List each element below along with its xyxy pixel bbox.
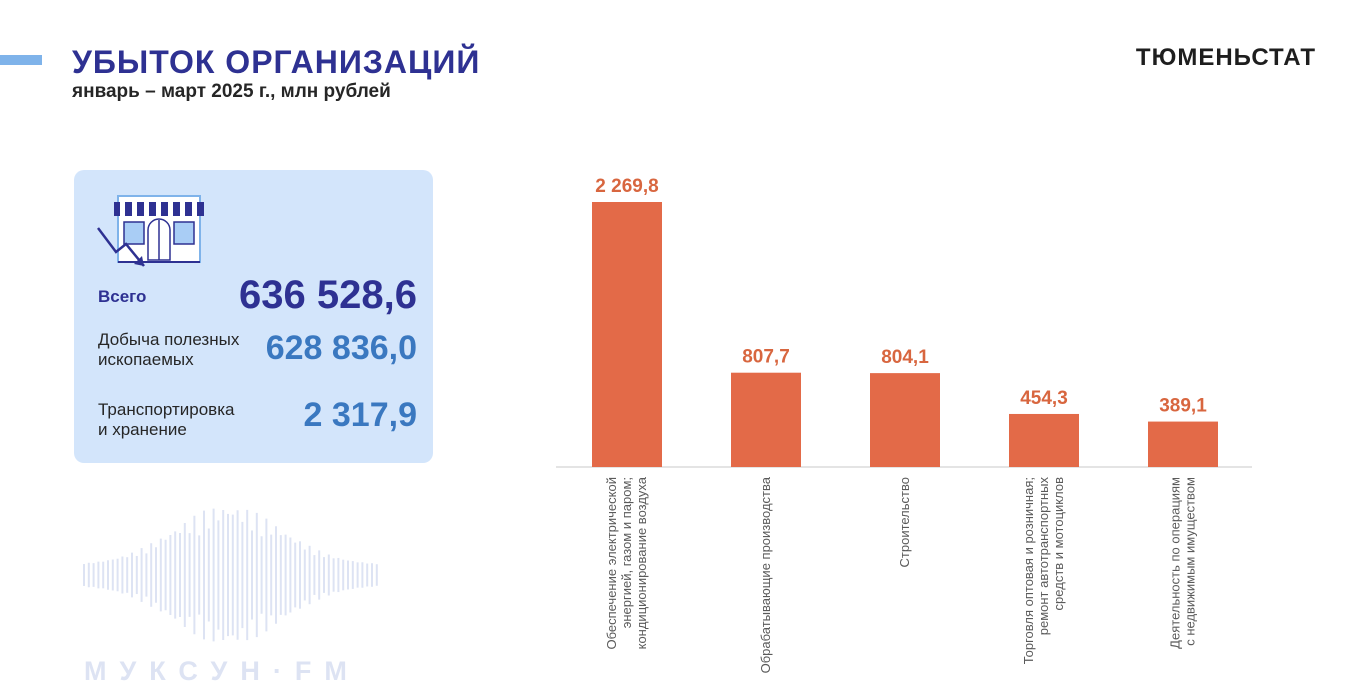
category-label-1-line-1: Обеспечение электрической [604, 477, 619, 650]
value-label-4: 454,3 [1020, 388, 1068, 409]
category-label-3: Строительство [897, 477, 912, 567]
transport-label-line1: Транспортировка [98, 400, 235, 419]
value-label-5: 389,1 [1159, 396, 1207, 417]
category-label-4: Торговля оптовая и розничная; ремонт авто… [1021, 477, 1066, 665]
bar-chart: 2 269,8 807,7 804,1 454,3 389,1 Обеспечение … [556, 176, 1252, 673]
category-labels-group: Обеспечение электрической энергией, газом… [604, 476, 1198, 673]
storefront-decline-icon [97, 195, 204, 267]
category-label-4-line-3: средств и мотоциклов [1051, 477, 1066, 611]
mining-value: 628 836,0 [265, 329, 417, 367]
category-label-2: Обрабатывающие производства [758, 476, 773, 673]
mining-label-line1: Добыча полезных [98, 330, 240, 349]
category-label-5-line-1: Деятельность по операциям [1168, 477, 1183, 649]
category-label-1-line-3: кондиционирование воздуха [634, 476, 649, 649]
page-subtitle: январь – март 2025 г., млн рублей [72, 81, 391, 102]
mining-label: Добыча полезных ископаемых [98, 330, 258, 370]
bar-2 [731, 372, 801, 467]
category-label-3-line-1: Строительство [897, 477, 912, 567]
watermark-logo: МУКСУН·FM [84, 656, 360, 686]
summary-card: Всего 636 528,6 Добыча полезных ископаем… [74, 170, 433, 463]
brand-logo: ТЮМЕНЬСТАТ [1135, 44, 1316, 71]
bar-4 [1009, 413, 1079, 467]
category-label-2-line-1: Обрабатывающие производства [758, 476, 773, 673]
bar-3 [870, 373, 940, 467]
watermark-wave [83, 508, 378, 642]
bars-group [592, 202, 1218, 467]
value-labels-group: 2 269,8 807,7 804,1 454,3 389,1 [595, 176, 1207, 417]
category-label-4-line-1: Торговля оптовая и розничная; [1021, 477, 1036, 664]
category-label-5: Деятельность по операциям с недвижимым им… [1168, 477, 1198, 649]
bar-5 [1148, 421, 1218, 467]
transport-label-line2: и хранение [98, 420, 187, 439]
category-label-1-line-2: энергией, газом и паром; [619, 477, 634, 628]
transport-value: 2 317,9 [303, 396, 417, 434]
value-label-1: 2 269,8 [595, 176, 658, 197]
page-title: УБЫТОК ОРГАНИЗАЦИЙ [72, 44, 481, 80]
value-label-2: 807,7 [742, 347, 790, 368]
accent-bar [0, 55, 42, 65]
mining-label-line2: ископаемых [98, 350, 194, 369]
total-label: Всего [98, 287, 147, 306]
transport-label: Транспортировка и хранение [98, 400, 258, 440]
category-label-5-line-2: с недвижимым имуществом [1183, 477, 1198, 646]
category-label-1: Обеспечение электрической энергией, газом… [604, 476, 649, 649]
total-value: 636 528,6 [239, 273, 417, 317]
category-label-4-line-2: ремонт автотранспортных [1036, 477, 1051, 636]
bar-1 [592, 202, 662, 467]
value-label-3: 804,1 [881, 347, 929, 368]
